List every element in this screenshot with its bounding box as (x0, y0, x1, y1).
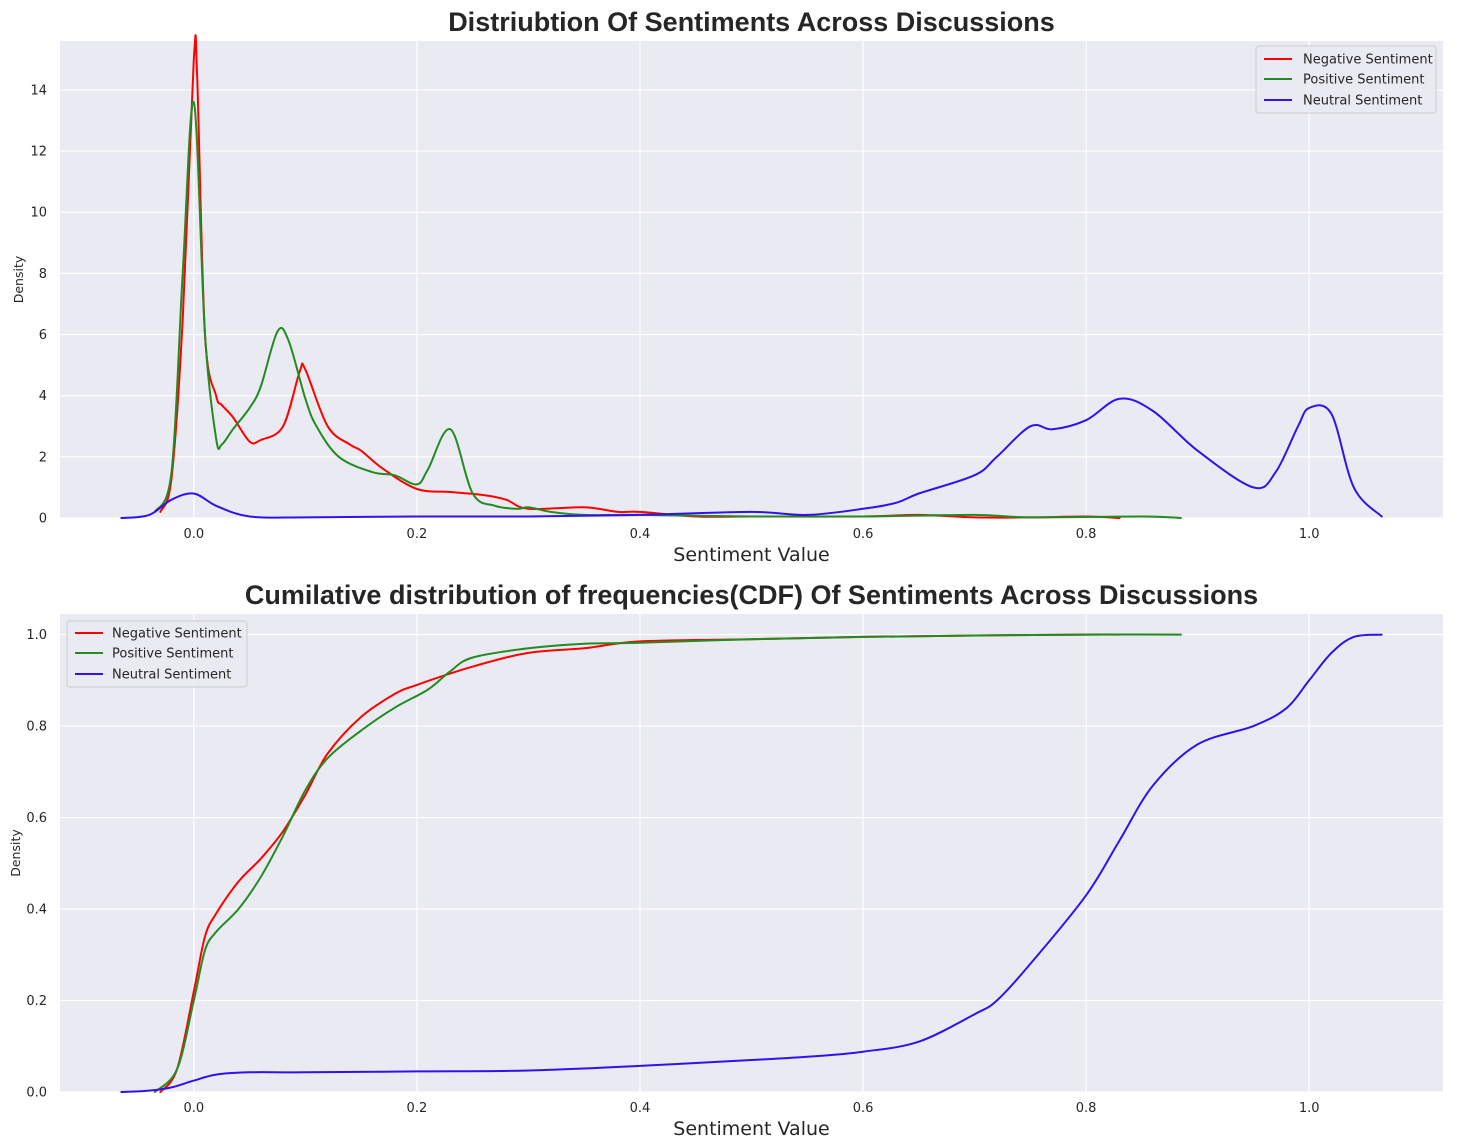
chart-panel-1: 0.0 0.2 0.4 0.6 0.8 1.0 0 2 4 6 8 10 12 14 Distriubtio… (11, 7, 1443, 566)
x-tick-label: 0.4 (630, 1101, 651, 1116)
legend-label: Neutral Sentiment (1303, 94, 1422, 109)
chart-panel-2: 0.0 0.2 0.4 0.6 0.8 1.0 0.0 0.2 0.4 0.6 0.8 1.0 Cumi… (8, 580, 1443, 1140)
legend: Negative Sentiment Positive Sentiment Neut… (1255, 45, 1437, 114)
legend-box (1255, 45, 1437, 114)
x-axis-label: Sentiment Value (673, 1118, 829, 1140)
y-tick-label: 0.0 (26, 1086, 47, 1101)
x-tick-label: 0.8 (1076, 1101, 1097, 1116)
y-axis-label: Density (8, 829, 23, 877)
series-line-neutral-sentiment (120, 397, 1383, 519)
y-tick-label: 0.8 (26, 720, 47, 735)
x-tick-label: 1.0 (1299, 1101, 1320, 1116)
x-tick-label: 0.6 (853, 1101, 874, 1116)
series-line-positive-sentiment (153, 100, 1182, 519)
legend-label: Neutral Sentiment (112, 668, 231, 683)
plot-area (60, 41, 1443, 518)
x-tick-label: 0.6 (853, 527, 874, 542)
chart-title: Cumilative distribution of frequencies(C… (245, 580, 1258, 610)
y-tick-label: 1.0 (26, 628, 47, 643)
y-axis-label: Density (11, 255, 26, 303)
y-tick-label: 0 (39, 512, 47, 527)
x-tick-label: 0.2 (407, 1101, 428, 1116)
y-tick-label: 0.6 (26, 811, 47, 826)
y-tick-label: 10 (30, 206, 47, 221)
y-tick-label: 12 (30, 145, 47, 160)
x-tick-label: 0.4 (630, 527, 651, 542)
x-tick-label: 0.2 (407, 527, 428, 542)
y-tick-label: 8 (39, 267, 47, 282)
x-tick-label: 0.0 (183, 527, 204, 542)
series-line-neutral-sentiment (120, 633, 1383, 1093)
series-line-positive-sentiment (153, 633, 1182, 1093)
x-tick-label: 0.8 (1076, 527, 1097, 542)
y-tick-label: 14 (30, 83, 47, 98)
legend-label: Positive Sentiment (1303, 73, 1424, 88)
x-tick-label: 0.0 (183, 1101, 204, 1116)
y-tick-label: 4 (39, 389, 47, 404)
x-axis-label: Sentiment Value (673, 544, 829, 566)
y-tick-label: 0.2 (26, 994, 47, 1009)
legend-box (66, 620, 248, 688)
plot-area (60, 614, 1443, 1092)
x-tick-label: 1.0 (1299, 527, 1320, 542)
y-tick-label: 2 (39, 450, 47, 465)
legend-label: Negative Sentiment (112, 627, 242, 642)
legend-label: Positive Sentiment (112, 647, 233, 662)
y-tick-label: 0.4 (26, 903, 47, 918)
chart-title: Distriubtion Of Sentiments Across Discus… (448, 7, 1055, 37)
legend-label: Negative Sentiment (1303, 53, 1433, 68)
legend: Negative Sentiment Positive Sentiment Neut… (66, 620, 248, 688)
y-tick-label: 6 (39, 328, 47, 343)
